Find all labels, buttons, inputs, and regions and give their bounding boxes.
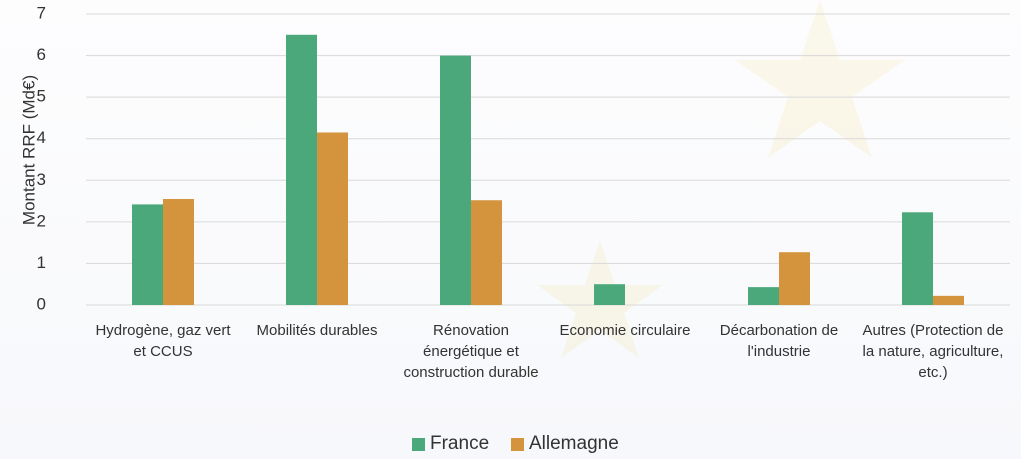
bar bbox=[317, 132, 348, 305]
y-tick-label: 2 bbox=[37, 211, 46, 230]
x-tick-label: Décarbonation de l'industrie bbox=[704, 320, 854, 362]
y-tick-label: 6 bbox=[37, 45, 46, 64]
background-stars bbox=[537, 0, 905, 358]
legend-swatch bbox=[412, 438, 425, 451]
bar bbox=[748, 287, 779, 305]
y-tick-label: 5 bbox=[37, 87, 46, 106]
bar bbox=[163, 199, 194, 305]
bar bbox=[440, 56, 471, 305]
bar bbox=[471, 200, 502, 305]
bar bbox=[933, 296, 964, 305]
legend-swatch bbox=[511, 438, 524, 451]
x-tick-label: Economie circulaire bbox=[550, 320, 700, 341]
y-tick-label: 7 bbox=[37, 3, 46, 22]
bar bbox=[286, 35, 317, 305]
x-tick-label: Autres (Protection de la nature, agricul… bbox=[858, 320, 1008, 383]
chart: Montant RRF (Md€) 01234567 Hydrogène, ga… bbox=[0, 0, 1021, 459]
x-tick-label: Mobilités durables bbox=[242, 320, 392, 341]
y-tick-label: 1 bbox=[37, 253, 46, 272]
y-tick-label: 0 bbox=[37, 294, 46, 313]
legend-item: France bbox=[412, 433, 489, 455]
bar bbox=[902, 212, 933, 305]
y-tick-label: 4 bbox=[37, 128, 46, 147]
y-tick-label: 3 bbox=[37, 170, 46, 189]
x-tick-label: Hydrogène, gaz vert et CCUS bbox=[88, 320, 238, 362]
x-tick-label: Rénovation énergétique et construction d… bbox=[396, 320, 546, 383]
bar bbox=[132, 204, 163, 305]
legend-label: Allemagne bbox=[529, 433, 619, 455]
bar bbox=[779, 252, 810, 305]
plot: Montant RRF (Md€) 01234567 bbox=[0, 0, 1021, 459]
legend-item: Allemagne bbox=[511, 433, 619, 455]
legend-label: France bbox=[430, 433, 489, 455]
bar bbox=[594, 284, 625, 305]
